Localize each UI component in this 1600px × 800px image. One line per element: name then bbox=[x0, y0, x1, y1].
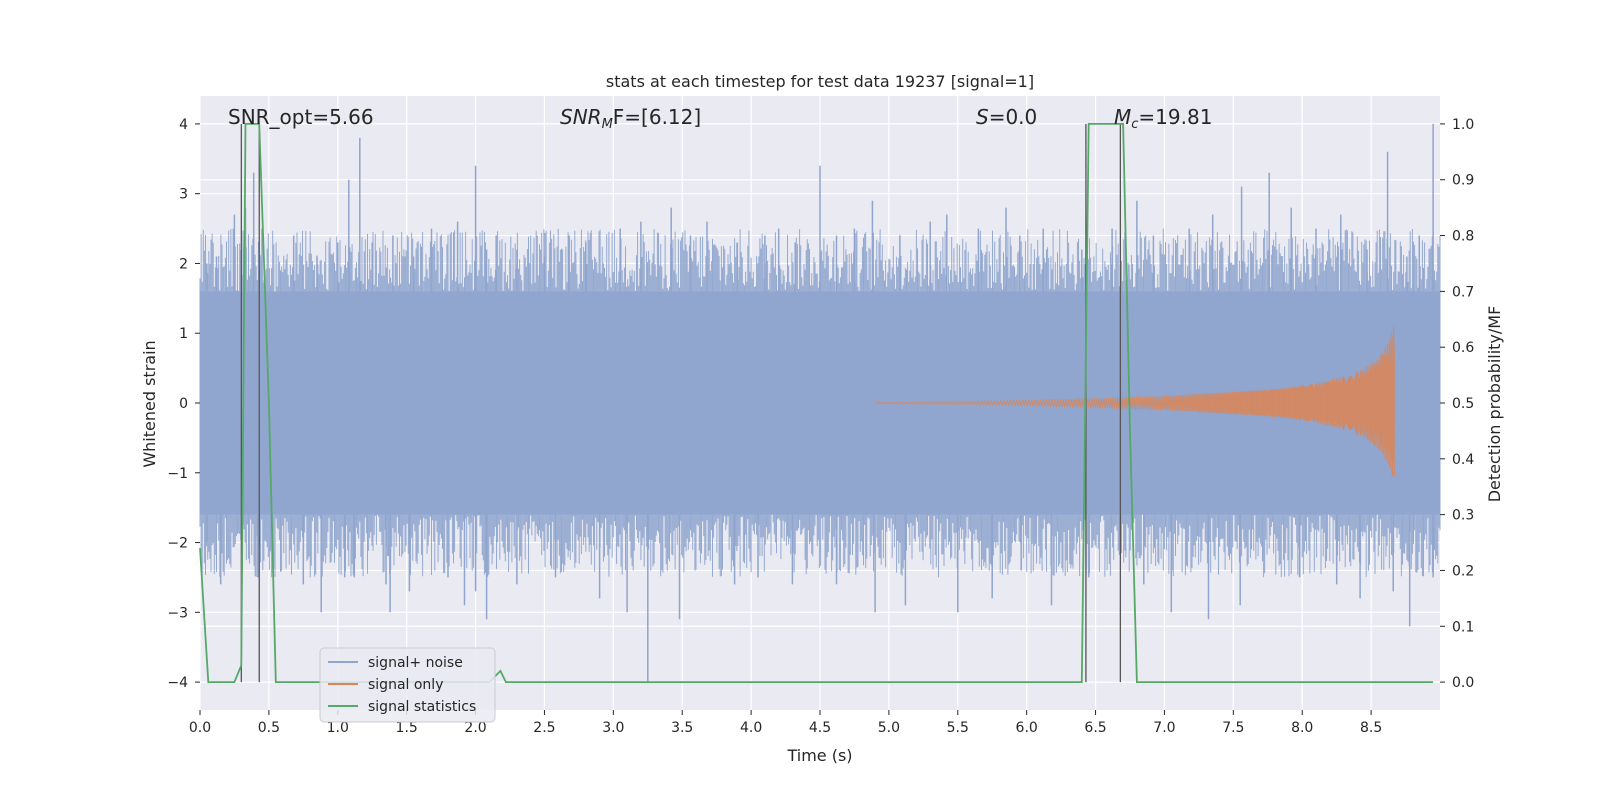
signal-only-series bbox=[874, 325, 1395, 477]
x-tick-label: 1.5 bbox=[396, 720, 418, 736]
x-axis-ticks: 0.0 0.5 1.0 1.5 2.0 2.5 3.0 3.5 4.0 4.5 5.0 5.5 6.0 6… bbox=[189, 710, 1382, 736]
x-axis-label: Time (s) bbox=[786, 746, 852, 765]
noise-peaks bbox=[206, 123, 1434, 683]
y-right-tick-label: 0.6 bbox=[1452, 340, 1474, 356]
y-tick-label: 2 bbox=[179, 256, 188, 272]
x-tick-label: 2.5 bbox=[533, 720, 555, 736]
y-right-axis-label: Detection probability/MF bbox=[1485, 306, 1504, 503]
x-tick-label: 7.0 bbox=[1153, 720, 1175, 736]
x-tick-label: 3.5 bbox=[671, 720, 693, 736]
y-tick-label: −3 bbox=[167, 605, 188, 621]
x-tick-label: 1.0 bbox=[327, 720, 349, 736]
x-tick-label: 4.5 bbox=[809, 720, 831, 736]
legend: signal+ noise signal only signal statist… bbox=[319, 647, 496, 723]
y-right-axis-ticks: 1.0 0.9 0.8 0.7 0.6 0.5 0.4 0.3 0.2 0.1 0.0 bbox=[1440, 117, 1474, 691]
y-tick-label: 4 bbox=[179, 117, 188, 133]
y-right-tick-label: 0.0 bbox=[1452, 675, 1474, 691]
annotation-mc-value: =19.81 bbox=[1138, 105, 1212, 129]
x-tick-label: 6.5 bbox=[1084, 720, 1106, 736]
y-tick-label: 0 bbox=[179, 396, 188, 412]
legend-entry-noise: signal+ noise bbox=[368, 655, 463, 671]
legend-entry-stats: signal statistics bbox=[368, 699, 476, 715]
signal-statistics-series bbox=[199, 123, 1434, 683]
y-right-tick-label: 0.4 bbox=[1452, 452, 1474, 468]
annotation-snr-opt: SNR_opt=5.66 bbox=[228, 105, 374, 129]
x-tick-label: 7.5 bbox=[1222, 720, 1244, 736]
x-tick-label: 6.0 bbox=[1016, 720, 1038, 736]
y-right-tick-label: 0.8 bbox=[1452, 229, 1474, 245]
y-tick-label: 3 bbox=[179, 187, 188, 203]
x-tick-label: 0.0 bbox=[189, 720, 211, 736]
x-tick-label: 5.5 bbox=[947, 720, 969, 736]
chart-title: stats at each timestep for test data 192… bbox=[606, 72, 1034, 91]
annotation-s-symbol: S bbox=[976, 105, 989, 129]
x-tick-label: 8.5 bbox=[1360, 720, 1382, 736]
signal-statistics-line bbox=[199, 123, 1434, 683]
legend-box bbox=[319, 647, 496, 723]
x-tick-label: 4.0 bbox=[740, 720, 762, 736]
x-tick-label: 2.0 bbox=[464, 720, 486, 736]
y-right-tick-label: 0.7 bbox=[1452, 284, 1474, 300]
y-right-tick-label: 0.2 bbox=[1452, 563, 1474, 579]
annotation-mc-symbol: M bbox=[1114, 105, 1131, 129]
annotation-snr-mf-value: F=[6.12] bbox=[613, 105, 701, 129]
y-axis-ticks: 4 3 2 1 0 −1 −2 −3 −4 bbox=[167, 117, 200, 691]
annotation-mc: Mc=19.81 bbox=[1114, 105, 1212, 132]
x-tick-label: 0.5 bbox=[258, 720, 280, 736]
x-tick-label: 8.0 bbox=[1291, 720, 1313, 736]
y-axis-label: Whitened strain bbox=[140, 340, 159, 467]
y-right-tick-label: 1.0 bbox=[1452, 117, 1474, 133]
y-right-tick-label: 0.5 bbox=[1452, 396, 1474, 412]
y-right-tick-label: 0.1 bbox=[1452, 619, 1474, 635]
annotation-s-value: =0.0 bbox=[989, 105, 1038, 129]
y-tick-label: −1 bbox=[167, 466, 188, 482]
signal-only-line bbox=[874, 325, 1395, 477]
annotation-snr-mf-symbol: SNR bbox=[560, 105, 602, 129]
legend-entry-signal: signal only bbox=[368, 677, 443, 693]
x-tick-label: 5.0 bbox=[878, 720, 900, 736]
annotation-snr-mf: SNRMF=[6.12] bbox=[560, 105, 701, 132]
annotation-snr-mf-subscript: M bbox=[602, 117, 613, 132]
y-right-tick-label: 0.9 bbox=[1452, 173, 1474, 189]
y-tick-label: −4 bbox=[167, 675, 188, 691]
y-tick-label: 1 bbox=[179, 326, 188, 342]
annotation-mc-subscript: c bbox=[1131, 117, 1138, 132]
annotation-s: S=0.0 bbox=[976, 105, 1037, 129]
y-right-tick-label: 0.3 bbox=[1452, 508, 1474, 524]
x-tick-label: 3.0 bbox=[602, 720, 624, 736]
y-tick-label: −2 bbox=[167, 536, 188, 552]
